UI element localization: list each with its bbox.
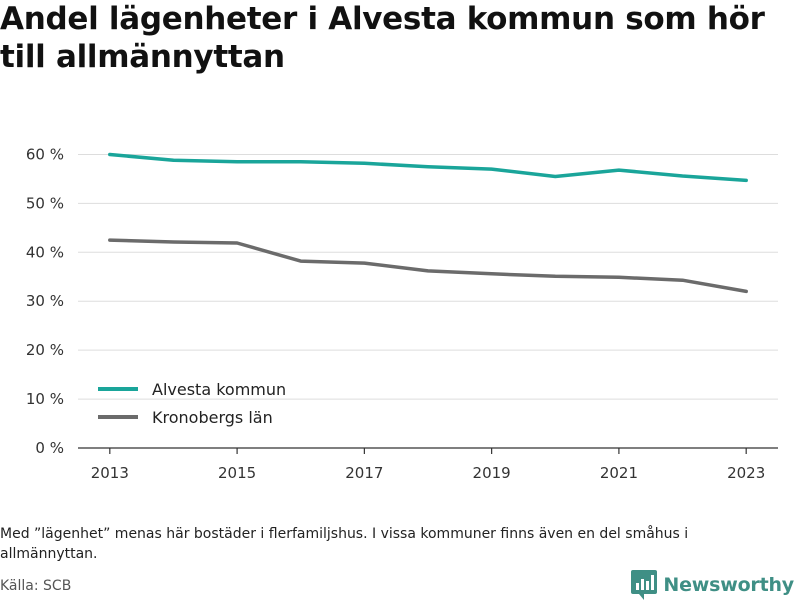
brand-logo[interactable]: Newsworthy — [631, 570, 794, 600]
y-tick-label: 0 % — [35, 439, 64, 457]
footnote: Med ”lägenhet” menas här bostäder i fler… — [0, 526, 689, 562]
series — [108, 152, 748, 294]
legend: Alvesta kommun Kronobergs län — [98, 380, 286, 427]
y-tick-label: 20 % — [26, 341, 64, 359]
series-line — [108, 238, 748, 294]
y-tick-label: 10 % — [26, 390, 64, 408]
x-tick-label: 2021 — [600, 464, 638, 482]
chart-title: Andel lägenheter i Alvesta kommun som hö… — [0, 1, 765, 75]
brand-name: Newsworthy — [663, 574, 794, 596]
line-chart: 0 % 10 % 20 % 30 % 40 % 50 % 60 % 2013 2015 2017… — [26, 145, 778, 482]
y-axis: 0 % 10 % 20 % 30 % 40 % 50 % 60 % — [26, 145, 64, 457]
y-tick-label: 60 % — [26, 145, 64, 163]
x-tick-label: 2019 — [473, 464, 511, 482]
x-tick-label: 2017 — [345, 464, 383, 482]
source-note: Källa: SCB — [0, 578, 72, 594]
y-tick-label: 30 % — [26, 292, 64, 310]
y-tick-label: 40 % — [26, 243, 64, 261]
x-axis: 2013 2015 2017 2019 2021 2023 — [78, 447, 778, 482]
legend-label: Alvesta kommun — [152, 380, 286, 399]
y-tick-label: 50 % — [26, 194, 64, 212]
x-tick-label: 2023 — [727, 464, 765, 482]
gridlines — [78, 153, 778, 400]
x-tick-label: 2015 — [218, 464, 256, 482]
x-tick-label: 2013 — [91, 464, 129, 482]
legend-label: Kronobergs län — [152, 408, 273, 427]
series-line — [108, 152, 748, 183]
newsworthy-logo-icon — [631, 570, 658, 600]
